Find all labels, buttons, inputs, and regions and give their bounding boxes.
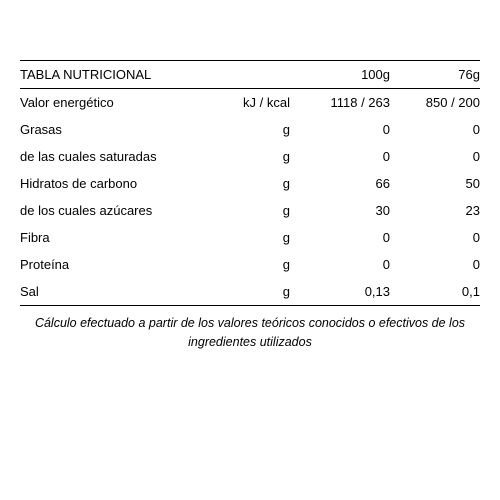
row-col1: 66 bbox=[290, 176, 400, 191]
row-col2: 0 bbox=[400, 230, 480, 245]
table-row: Grasasg00 bbox=[20, 116, 480, 143]
row-col1: 0 bbox=[290, 230, 400, 245]
row-unit: g bbox=[220, 203, 290, 218]
table-row: Fibrag00 bbox=[20, 224, 480, 251]
row-col1: 0,13 bbox=[290, 284, 400, 299]
row-unit: g bbox=[220, 176, 290, 191]
row-unit: kJ / kcal bbox=[220, 95, 290, 110]
row-col2: 50 bbox=[400, 176, 480, 191]
row-col1: 0 bbox=[290, 149, 400, 164]
table-row: de las cuales saturadasg00 bbox=[20, 143, 480, 170]
row-unit: g bbox=[220, 284, 290, 299]
row-col1: 0 bbox=[290, 122, 400, 137]
row-label: Fibra bbox=[20, 230, 220, 245]
table-row: Hidratos de carbonog6650 bbox=[20, 170, 480, 197]
row-col2: 0 bbox=[400, 149, 480, 164]
row-label: de los cuales azúcares bbox=[20, 203, 220, 218]
row-unit: g bbox=[220, 230, 290, 245]
row-unit: g bbox=[220, 257, 290, 272]
table-body: Valor energéticokJ / kcal1118 / 263850 /… bbox=[20, 89, 480, 305]
row-unit: g bbox=[220, 122, 290, 137]
row-label: Hidratos de carbono bbox=[20, 176, 220, 191]
nutrition-table: TABLA NUTRICIONAL 100g 76g Valor energét… bbox=[20, 60, 480, 352]
row-col2: 850 / 200 bbox=[400, 95, 480, 110]
table-title: TABLA NUTRICIONAL bbox=[20, 67, 220, 82]
table-row: Valor energéticokJ / kcal1118 / 263850 /… bbox=[20, 89, 480, 116]
table-row: de los cuales azúcaresg3023 bbox=[20, 197, 480, 224]
row-col1: 0 bbox=[290, 257, 400, 272]
table-header-row: TABLA NUTRICIONAL 100g 76g bbox=[20, 60, 480, 89]
row-label: Sal bbox=[20, 284, 220, 299]
table-header-col1: 100g bbox=[290, 67, 400, 82]
table-header-unit bbox=[220, 67, 290, 82]
row-label: Valor energético bbox=[20, 95, 220, 110]
row-col2: 0 bbox=[400, 122, 480, 137]
row-col2: 23 bbox=[400, 203, 480, 218]
row-col1: 1118 / 263 bbox=[290, 95, 400, 110]
table-header-col2: 76g bbox=[400, 67, 480, 82]
row-label: de las cuales saturadas bbox=[20, 149, 220, 164]
table-row: Salg0,130,1 bbox=[20, 278, 480, 305]
row-unit: g bbox=[220, 149, 290, 164]
row-col2: 0,1 bbox=[400, 284, 480, 299]
row-col2: 0 bbox=[400, 257, 480, 272]
table-footnote: Cálculo efectuado a partir de los valore… bbox=[20, 305, 480, 352]
row-label: Grasas bbox=[20, 122, 220, 137]
row-col1: 30 bbox=[290, 203, 400, 218]
table-row: Proteínag00 bbox=[20, 251, 480, 278]
row-label: Proteína bbox=[20, 257, 220, 272]
